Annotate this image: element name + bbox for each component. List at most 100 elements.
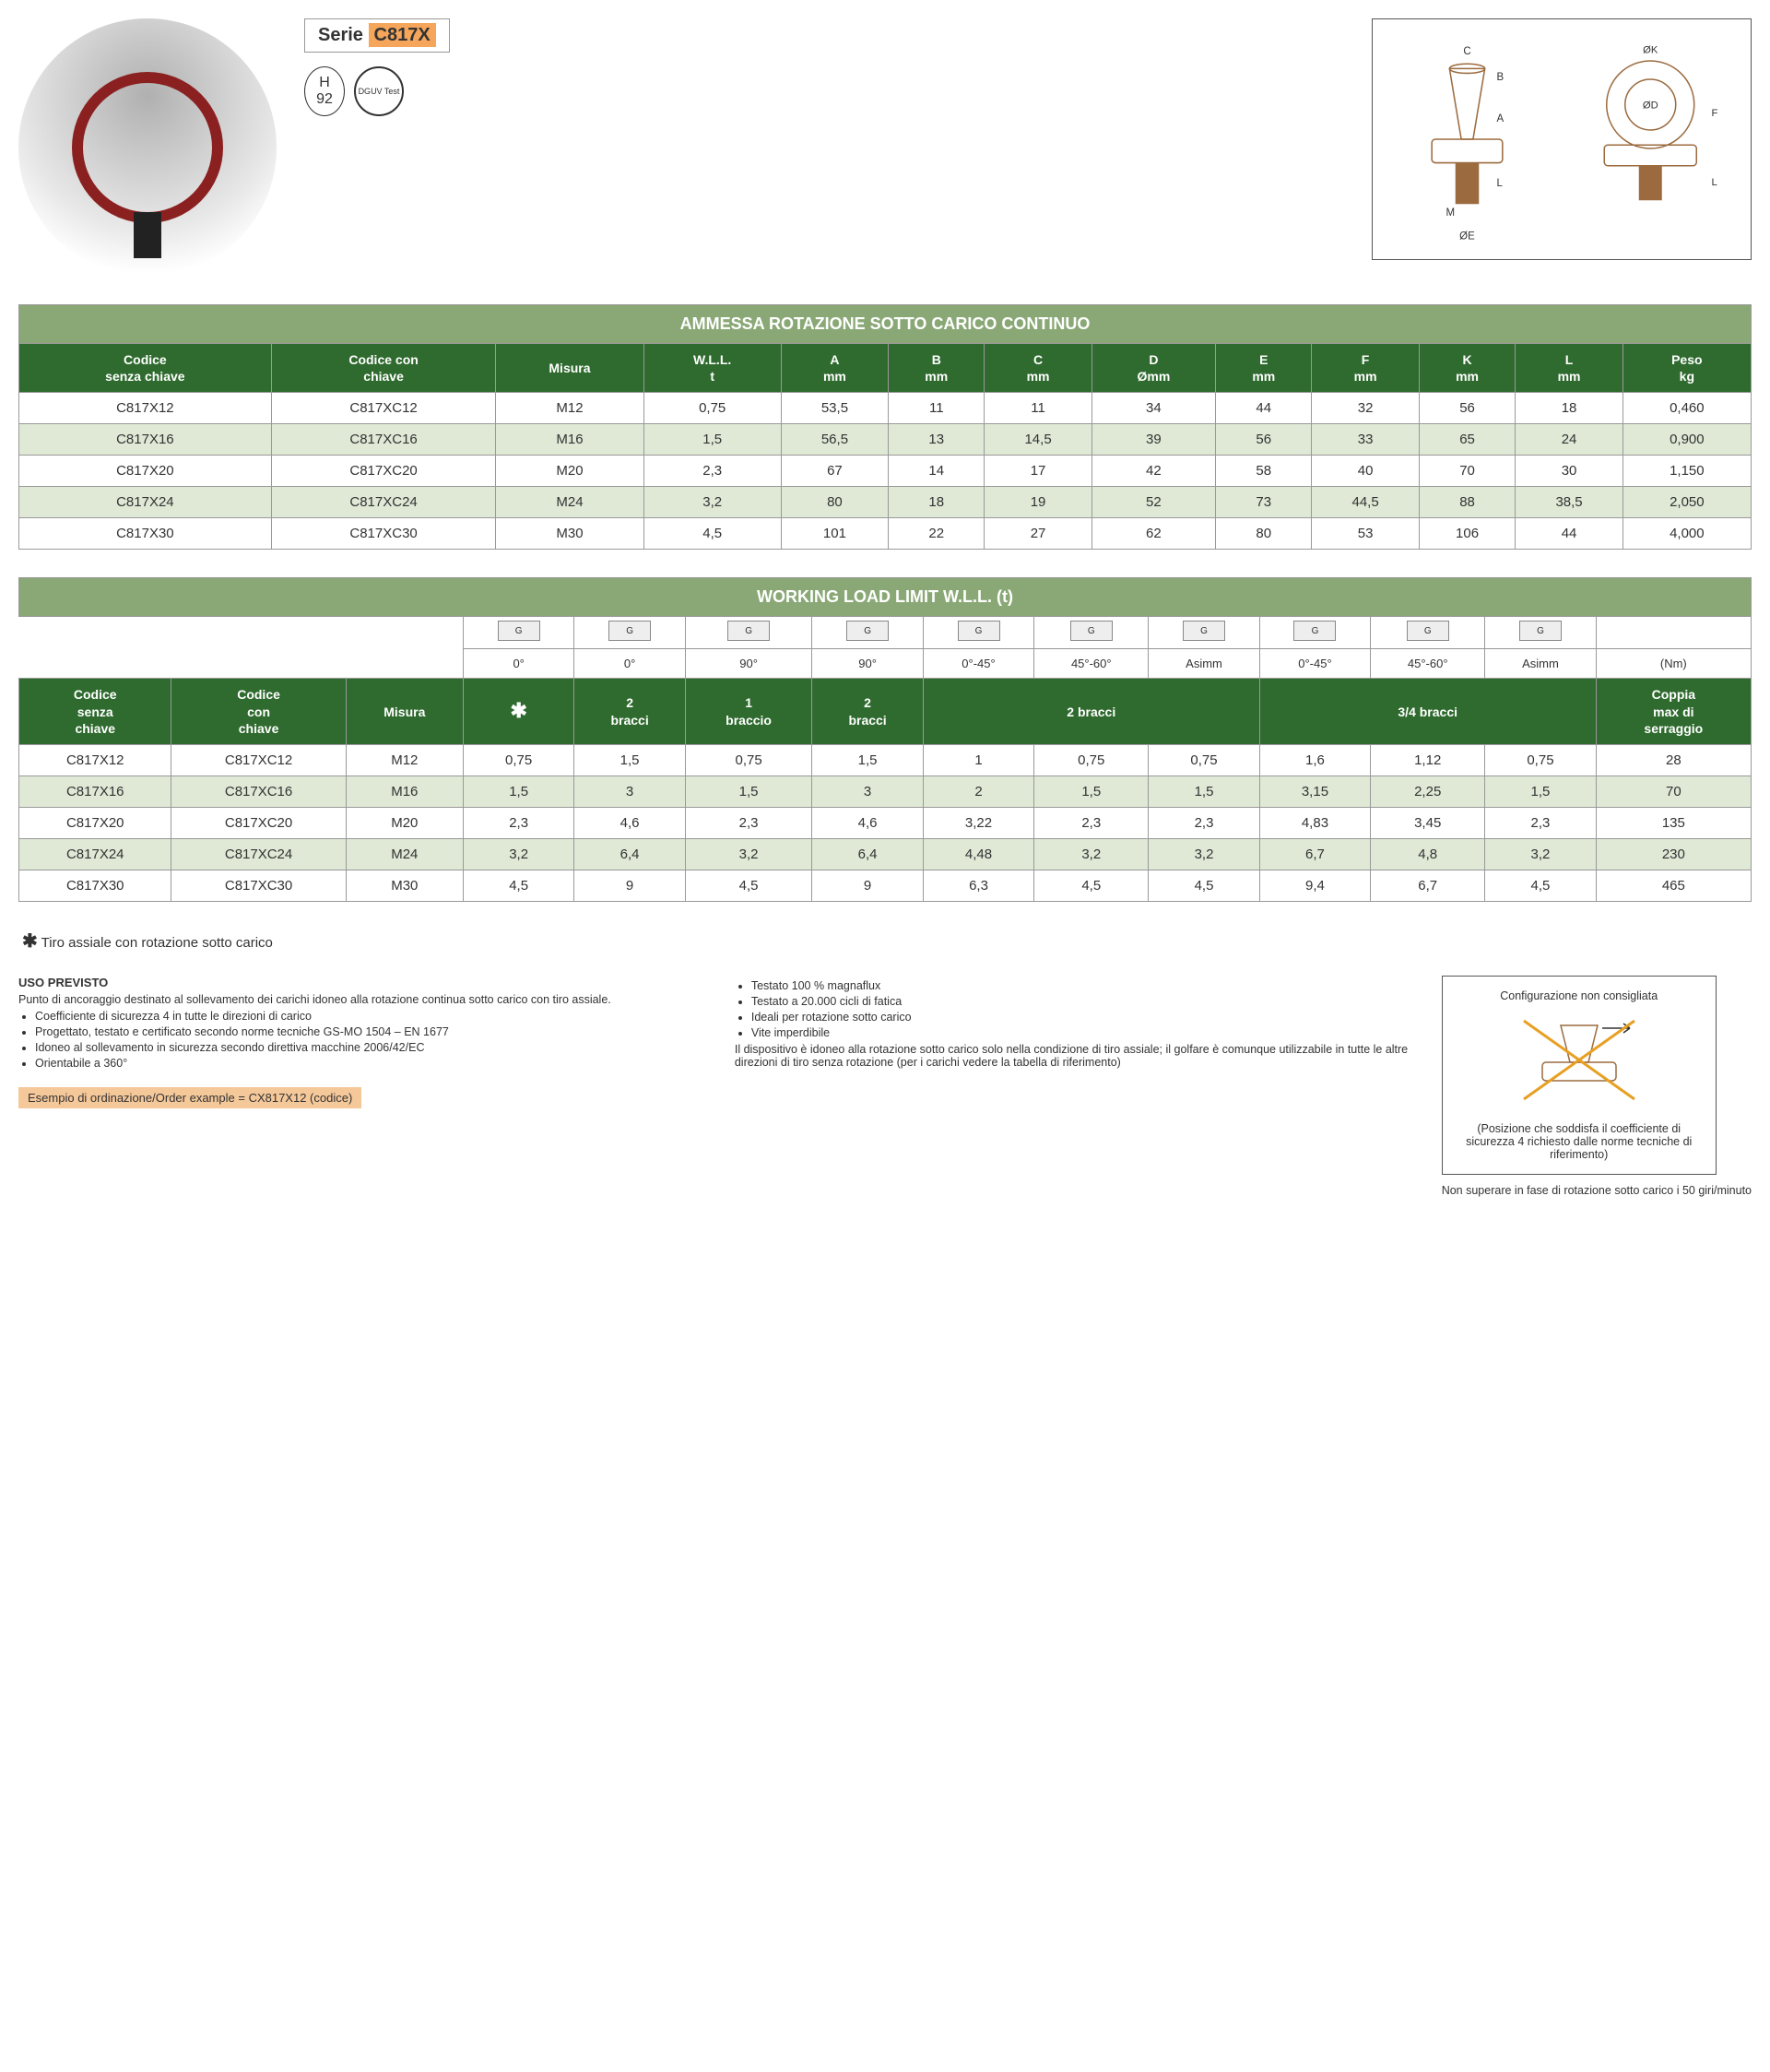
cert-round: DGUV Test	[354, 66, 404, 116]
cell: 67	[781, 456, 888, 487]
cell: 4,000	[1622, 518, 1751, 550]
cell: 1,12	[1371, 744, 1485, 776]
load-icon-8: G	[1371, 617, 1485, 649]
cell: 18	[1516, 393, 1622, 424]
cell: 4,5	[1485, 870, 1596, 901]
cell: 44,5	[1312, 487, 1419, 518]
cell: 0,75	[1485, 744, 1596, 776]
table-row: C817X16C817XC16M161,531,5321,51,53,152,2…	[19, 776, 1752, 807]
cell: 53	[1312, 518, 1419, 550]
cell: 0,75	[685, 744, 812, 776]
angle-9: Asimm	[1485, 649, 1596, 679]
dim-OD: ØD	[1643, 100, 1658, 111]
cell: 13	[889, 424, 985, 456]
cell: 2	[923, 776, 1033, 807]
cell: 14	[889, 456, 985, 487]
cell: M12	[346, 744, 463, 776]
list-item: Testato a 20.000 cicli di fatica	[751, 995, 1414, 1008]
table-row: C817X30C817XC30M304,51012227628053106444…	[19, 518, 1752, 550]
dim-A: A	[1496, 113, 1504, 124]
table-row: C817X24C817XC24M243,26,43,26,44,483,23,2…	[19, 838, 1752, 870]
list-item: Progettato, testato e certificato second…	[35, 1025, 698, 1038]
cert-oval: H 92	[304, 66, 345, 116]
table-row: C817X12C817XC12M120,751,50,751,510,750,7…	[19, 744, 1752, 776]
cell: C817X24	[19, 487, 272, 518]
angle-2: 90°	[685, 649, 812, 679]
t1-header-1: Codice con chiave	[271, 344, 496, 393]
dim-OE: ØE	[1459, 231, 1475, 243]
cell: 9	[812, 870, 923, 901]
t2-head-2: Misura	[346, 679, 463, 745]
cell: 3,2	[685, 838, 812, 870]
list-item: Orientabile a 360°	[35, 1057, 698, 1070]
cell: 2,25	[1371, 776, 1485, 807]
cell: M16	[496, 424, 643, 456]
cell: 17	[985, 456, 1092, 487]
cell: 40	[1312, 456, 1419, 487]
load-icon-3: G	[812, 617, 923, 649]
cell: 56,5	[781, 424, 888, 456]
cell: 44	[1216, 393, 1312, 424]
cell: 4,5	[1034, 870, 1149, 901]
cell: 14,5	[985, 424, 1092, 456]
cell: 2,3	[643, 456, 781, 487]
cell: 0,75	[643, 393, 781, 424]
dim-OK: ØK	[1643, 44, 1658, 55]
cell: C817XC16	[271, 424, 496, 456]
dim-B: B	[1496, 72, 1504, 83]
cell: 30	[1516, 456, 1622, 487]
cell: C817XC30	[171, 870, 346, 901]
cell: 73	[1216, 487, 1312, 518]
list-item: Vite imperdibile	[751, 1026, 1414, 1039]
t1-header-10: K mm	[1419, 344, 1516, 393]
cell: M30	[346, 870, 463, 901]
cell: C817XC16	[171, 776, 346, 807]
config-column: Configurazione non consigliata (Posizion…	[1442, 976, 1752, 1197]
wll-table: WORKING LOAD LIMIT W.L.L. (t) GGGGGGGGGG…	[18, 577, 1752, 902]
table-row: C817X12C817XC12M120,7553,511113444325618…	[19, 393, 1752, 424]
cell: 11	[889, 393, 985, 424]
t2-span-2bracci: 2 bracci	[923, 679, 1259, 745]
angle-5: 45°-60°	[1034, 649, 1149, 679]
cell: 3,2	[643, 487, 781, 518]
list-item: Testato 100 % magnaflux	[751, 979, 1414, 992]
cell: 4,6	[812, 807, 923, 838]
cell: 3,2	[463, 838, 573, 870]
t1-header-7: D Ømm	[1092, 344, 1215, 393]
cell: 2,3	[1034, 807, 1149, 838]
load-icon-0: G	[463, 617, 573, 649]
cell: 44	[1516, 518, 1622, 550]
cell: 3,22	[923, 807, 1033, 838]
config-diagram	[1505, 1012, 1653, 1113]
cell: M24	[346, 838, 463, 870]
cell: C817X12	[19, 744, 171, 776]
order-example: Esempio di ordinazione/Order example = C…	[18, 1087, 361, 1108]
uso-col1: USO PREVISTO Punto di ancoraggio destina…	[18, 976, 698, 1073]
cell: 19	[985, 487, 1092, 518]
load-icon-1: G	[574, 617, 685, 649]
cell: M12	[496, 393, 643, 424]
config-note: (Posizione che soddisfa il coefficiente …	[1459, 1122, 1699, 1161]
cell: M16	[346, 776, 463, 807]
cell: 2,050	[1622, 487, 1751, 518]
cell: 1,5	[574, 744, 685, 776]
t1-header-8: E mm	[1216, 344, 1312, 393]
cell: C817XC12	[271, 393, 496, 424]
cell: 9	[574, 870, 685, 901]
cell: M20	[496, 456, 643, 487]
cell: C817XC20	[271, 456, 496, 487]
t1-header-3: W.L.L. t	[643, 344, 781, 393]
t2-span-34bracci: 3/4 bracci	[1259, 679, 1596, 745]
load-icon-5: G	[1034, 617, 1149, 649]
load-icon-9: G	[1485, 617, 1596, 649]
cert-row: H 92 DGUV Test	[304, 66, 450, 116]
t1-header-9: F mm	[1312, 344, 1419, 393]
cell: 56	[1419, 393, 1516, 424]
product-image	[18, 18, 277, 277]
t1-header-4: A mm	[781, 344, 888, 393]
cell: C817X24	[19, 838, 171, 870]
cell: M30	[496, 518, 643, 550]
uso-list2: Testato 100 % magnaflux Testato a 20.000 …	[735, 979, 1414, 1039]
cell: 6,7	[1259, 838, 1370, 870]
cell: C817X30	[19, 870, 171, 901]
